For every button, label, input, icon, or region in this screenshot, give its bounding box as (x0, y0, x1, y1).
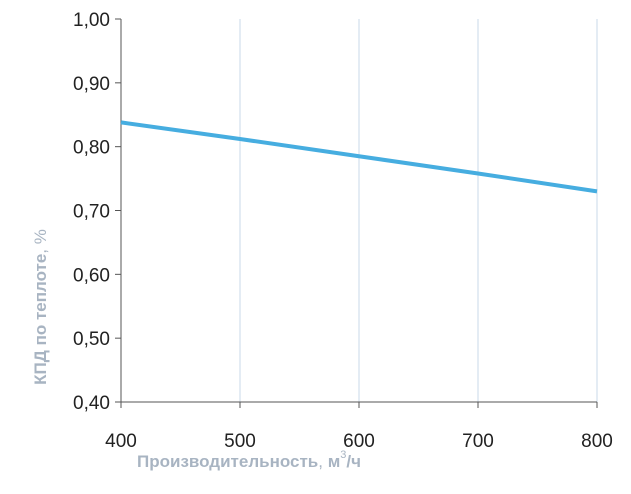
x-axis-title-separator: , (318, 452, 327, 471)
x-axis-title-unit: м (328, 452, 341, 471)
x-tick-label: 500 (224, 431, 256, 452)
x-tick-label: 400 (105, 431, 137, 452)
y-axis-title-unit: , % (31, 229, 50, 254)
x-tick-label: 600 (343, 431, 375, 452)
y-tick-label: 0,90 (73, 74, 110, 95)
series-lines (120, 120, 598, 194)
series-line-0 (120, 120, 598, 194)
y-axis-title-bold: КПД по теплоте (31, 254, 50, 385)
tick-labels: 0,40 0,50 0,60 0,70 0,80 0,90 1,00 400 500 600 700… (73, 10, 613, 452)
y-tick-label: 0,80 (73, 138, 110, 159)
x-axis-title: Производительность, м3/ч (137, 449, 361, 471)
y-tick-label: 0,40 (73, 393, 110, 414)
x-axis-title-unit-superscript: 3 (340, 449, 346, 461)
x-tick-label: 700 (462, 431, 494, 452)
axes (115, 18, 598, 408)
y-axis-title: КПД по теплоте, % (31, 229, 50, 385)
y-tick-label: 1,00 (73, 10, 110, 31)
grid-lines (239, 19, 598, 408)
y-tick-label: 0,50 (73, 329, 110, 350)
x-tick-label: 800 (581, 431, 613, 452)
y-tick-label: 0,60 (73, 265, 110, 286)
x-axis-title-bold: Производительность (137, 452, 318, 471)
y-tick-label: 0,70 (73, 202, 110, 223)
x-axis-title-unit-tail: /ч (346, 452, 361, 471)
